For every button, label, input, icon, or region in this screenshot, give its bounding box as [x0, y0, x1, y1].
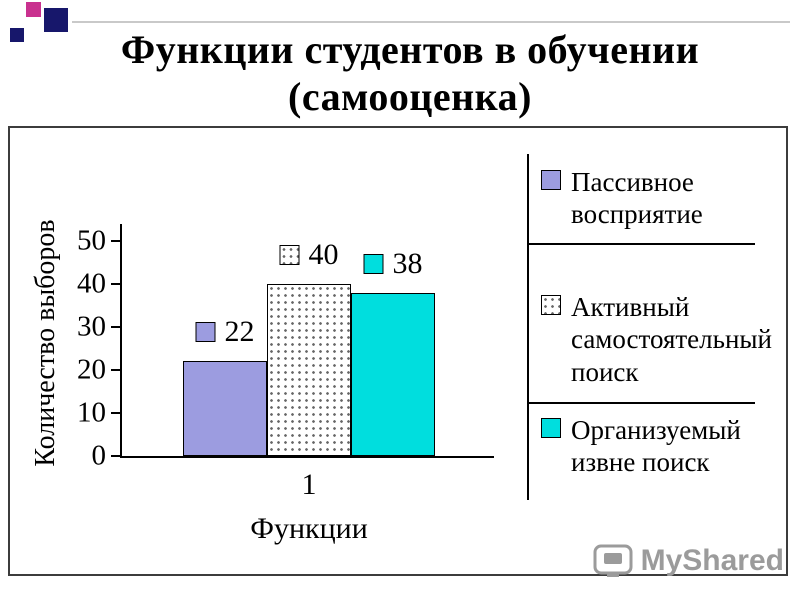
legend-item-active-search: Активный самостоятельный поиск: [527, 245, 789, 402]
data-label-swatch: [195, 322, 216, 342]
legend-swatch-active-search: [541, 294, 561, 315]
myshared-watermark: MyShared: [593, 544, 784, 578]
y-tick-mark: [111, 240, 120, 242]
y-tick-label: 20: [77, 353, 106, 386]
y-tick-label: 30: [77, 310, 106, 343]
legend-divider: [527, 401, 755, 404]
chart-legend: Пассивное восприятие Активный самостояте…: [527, 152, 789, 500]
y-tick-label: 40: [77, 267, 106, 300]
y-axis-title: Количество выборов: [30, 219, 61, 467]
slide-title-line1: Функции студентов в обучении: [120, 27, 700, 72]
legend-item-passive: Пассивное восприятие: [527, 152, 789, 243]
legend-swatch-external-search: [541, 417, 561, 438]
y-tick-label: 10: [77, 396, 106, 429]
legend-label-external-search: Организуемый извне поиск: [571, 414, 741, 478]
decor-square-navy-small: [10, 28, 24, 42]
decor-square-magenta: [26, 2, 41, 17]
myshared-logo-icon: [593, 544, 633, 577]
decor-square-navy-large: [44, 8, 68, 32]
legend-item-external-search: Организуемый извне поиск: [527, 404, 789, 479]
data-label-swatch: [363, 254, 384, 274]
y-tick-mark: [111, 326, 120, 328]
y-tick-mark: [111, 412, 120, 414]
data-label: 40: [279, 238, 339, 271]
y-tick-label: 0: [91, 439, 107, 472]
legend-swatch-passive: [541, 170, 561, 190]
chart-area: Количество выборов 0 10 20 30 40 50 22 40 38 1 …: [8, 126, 788, 576]
x-tick-label: 1: [301, 468, 317, 501]
data-label: 38: [363, 247, 423, 280]
data-label-value: 22: [224, 315, 255, 348]
legend-label-active-search: Активный самостоятельный поиск: [571, 291, 772, 387]
data-label-value: 38: [392, 247, 423, 280]
bar-2: [267, 284, 351, 456]
decor-top-line: [72, 21, 790, 23]
y-tick-mark: [111, 283, 120, 285]
bar-3: [351, 293, 435, 456]
x-axis-title: Функции: [250, 512, 368, 545]
data-label: 22: [195, 315, 255, 348]
y-tick-mark: [111, 369, 120, 371]
legend-divider: [527, 242, 755, 245]
data-label-value: 40: [308, 238, 339, 271]
slide-title-line2: (самооценка): [288, 74, 532, 120]
y-tick-label: 50: [77, 224, 106, 257]
slide-title: Функции студентов в обучении (самооценка…: [50, 26, 770, 120]
y-tick-mark: [111, 455, 120, 457]
bar-1: [183, 361, 267, 456]
data-label-swatch: [279, 245, 300, 265]
plot-area: 0 10 20 30 40 50 22 40 38 1 Функции: [77, 224, 494, 545]
legend-label-passive: Пассивное восприятие: [571, 167, 703, 230]
myshared-label: MyShared: [640, 544, 784, 577]
